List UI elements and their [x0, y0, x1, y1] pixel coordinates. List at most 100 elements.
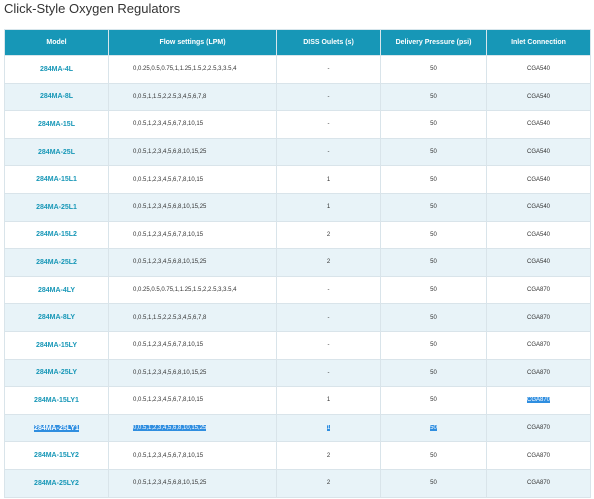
inlet-connection-cell: CGA870 — [486, 441, 591, 470]
inlet-connection-cell: CGA870 — [486, 275, 591, 305]
model-link[interactable]: 284MA-8L — [4, 82, 109, 112]
model-link[interactable]: 284MA-4LY — [4, 275, 109, 305]
model-link[interactable]: 284MA-25L1 — [4, 192, 109, 222]
diss-outlets-cell: 2 — [276, 468, 381, 498]
delivery-pressure-cell: 50 — [380, 386, 487, 415]
delivery-pressure-cell: 50 — [380, 413, 487, 443]
flow-settings-cell: 0,0.25,0.5,0.75,1,1.25,1.5,2,2.5,3,3.5,4 — [108, 275, 277, 305]
flow-settings-cell: 0,0.5,1,1.5,2,2.5,3,4,5,6,7,8 — [108, 82, 277, 112]
delivery-pressure-cell: 50 — [380, 358, 487, 388]
inlet-connection-cell: CGA870 — [486, 413, 591, 443]
diss-outlets-cell: 1 — [276, 192, 381, 222]
diss-outlets-cell: 1 — [276, 413, 381, 443]
table-row: 284MA-15LY 0,0.5,1,2,3,4,5,6,7,8,10,15 -… — [4, 330, 591, 360]
model-link[interactable]: 284MA-15LY — [4, 330, 109, 360]
table-row: 284MA-8L 0,0.5,1,1.5,2,2.5,3,4,5,6,7,8 -… — [4, 82, 591, 112]
delivery-pressure-cell: 50 — [380, 441, 487, 470]
table-row: 284MA-8LY 0,0.5,1,1.5,2,2.5,3,4,5,6,7,8 … — [4, 303, 591, 332]
diss-outlets-cell: 2 — [276, 220, 381, 250]
diss-outlets-cell: 1 — [276, 165, 381, 194]
flow-settings-cell: 0,0.5,1,2,3,4,5,6,8,10,15,25 — [108, 137, 277, 167]
model-link[interactable]: 284MA-25LY — [4, 358, 109, 388]
inlet-connection-cell: CGA870 — [486, 386, 591, 415]
inlet-connection-cell: CGA540 — [486, 82, 591, 112]
header-diss-outlets: DISS Oulets (s) — [276, 29, 381, 56]
model-link[interactable]: 284MA-8LY — [4, 303, 109, 332]
selected-text: 50 — [430, 425, 437, 432]
header-inlet-connection: Inlet Connection — [486, 29, 591, 56]
inlet-connection-cell: CGA870 — [486, 303, 591, 332]
model-link[interactable]: 284MA-25L2 — [4, 248, 109, 277]
model-link[interactable]: 284MA-25LY2 — [4, 468, 109, 498]
inlet-connection-cell: CGA540 — [486, 165, 591, 194]
delivery-pressure-cell: 50 — [380, 303, 487, 332]
selected-text: CGA870 — [526, 397, 550, 404]
model-link[interactable]: 284MA-15LY2 — [4, 441, 109, 470]
diss-outlets-cell: - — [276, 137, 381, 167]
table-row: 284MA-4L 0,0.25,0.5,0.75,1,1.25,1.5,2,2.… — [4, 55, 591, 84]
delivery-pressure-cell: 50 — [380, 110, 487, 139]
header-model: Model — [4, 29, 109, 56]
flow-settings-cell: 0,0.5,1,2,3,4,5,6,7,8,10,15 — [108, 386, 277, 415]
table-row: 284MA-25L2 0,0.5,1,2,3,4,5,6,8,10,15,25 … — [4, 248, 591, 277]
inlet-connection-cell: CGA540 — [486, 110, 591, 139]
delivery-pressure-cell: 50 — [380, 275, 487, 305]
flow-settings-cell: 0,0.5,1,2,3,4,5,6,7,8,10,15 — [108, 220, 277, 250]
delivery-pressure-cell: 50 — [380, 192, 487, 222]
delivery-pressure-cell: 50 — [380, 82, 487, 112]
header-delivery-pressure: Delivery Pressure (psi) — [380, 29, 487, 56]
table-row: 284MA-15L 0,0.5,1,2,3,4,5,6,7,8,10,15 - … — [4, 110, 591, 139]
table-row: 284MA-25L 0,0.5,1,2,3,4,5,6,8,10,15,25 -… — [4, 137, 591, 167]
table-row: 284MA-15LY1 0,0.5,1,2,3,4,5,6,7,8,10,15 … — [4, 386, 591, 415]
table-header-row: Model Flow settings (LPM) DISS Oulets (s… — [4, 29, 591, 56]
header-flow-settings: Flow settings (LPM) — [108, 29, 277, 56]
diss-outlets-cell: - — [276, 55, 381, 84]
inlet-connection-cell: CGA870 — [486, 468, 591, 498]
model-link[interactable]: 284MA-25LY1 — [4, 413, 109, 443]
flow-settings-cell: 0,0.5,1,1.5,2,2.5,3,4,5,6,7,8 — [108, 303, 277, 332]
model-link[interactable]: 284MA-15L1 — [4, 165, 109, 194]
flow-settings-cell: 0,0.5,1,2,3,4,5,6,7,8,10,15 — [108, 165, 277, 194]
diss-outlets-cell: - — [276, 110, 381, 139]
flow-settings-cell: 0,0.5,1,2,3,4,5,6,8,10,15,25 — [108, 413, 277, 443]
model-link[interactable]: 284MA-15L — [4, 110, 109, 139]
flow-settings-cell: 0,0.25,0.5,0.75,1,1.25,1.5,2,2.5,3,3.5,4 — [108, 55, 277, 84]
diss-outlets-cell: - — [276, 275, 381, 305]
diss-outlets-cell: - — [276, 358, 381, 388]
flow-settings-cell: 0,0.5,1,2,3,4,5,6,8,10,15,25 — [108, 468, 277, 498]
delivery-pressure-cell: 50 — [380, 468, 487, 498]
model-link[interactable]: 284MA-15LY1 — [4, 386, 109, 415]
diss-outlets-cell: - — [276, 303, 381, 332]
selected-text: 0,0.5,1,2,3,4,5,6,8,10,15,25 — [133, 425, 207, 432]
inlet-connection-cell: CGA540 — [486, 55, 591, 84]
delivery-pressure-cell: 50 — [380, 330, 487, 360]
table-row: 284MA-4LY 0,0.25,0.5,0.75,1,1.25,1.5,2,2… — [4, 275, 591, 305]
flow-settings-cell: 0,0.5,1,2,3,4,5,6,7,8,10,15 — [108, 441, 277, 470]
table-row: 284MA-25L1 0,0.5,1,2,3,4,5,6,8,10,15,25 … — [4, 192, 591, 222]
regulators-table: Model Flow settings (LPM) DISS Oulets (s… — [4, 29, 591, 498]
inlet-connection-cell: CGA540 — [486, 220, 591, 250]
inlet-connection-cell: CGA540 — [486, 248, 591, 277]
delivery-pressure-cell: 50 — [380, 165, 487, 194]
table-row: 284MA-25LY 0,0.5,1,2,3,4,5,6,8,10,15,25 … — [4, 358, 591, 388]
selected-text: 1 — [326, 425, 331, 432]
page-title: Click-Style Oxygen Regulators — [4, 1, 181, 16]
inlet-connection-cell: CGA870 — [486, 330, 591, 360]
model-link[interactable]: 284MA-4L — [4, 55, 109, 84]
flow-settings-cell: 0,0.5,1,2,3,4,5,6,8,10,15,25 — [108, 192, 277, 222]
flow-settings-cell: 0,0.5,1,2,3,4,5,6,7,8,10,15 — [108, 330, 277, 360]
inlet-connection-cell: CGA870 — [486, 358, 591, 388]
delivery-pressure-cell: 50 — [380, 55, 487, 84]
diss-outlets-cell: 2 — [276, 248, 381, 277]
delivery-pressure-cell: 50 — [380, 220, 487, 250]
table-row: 284MA-25LY2 0,0.5,1,2,3,4,5,6,8,10,15,25… — [4, 468, 591, 498]
selected-text: 284MA-25LY1 — [34, 424, 79, 432]
inlet-connection-cell: CGA540 — [486, 137, 591, 167]
table-row: 284MA-25LY1 0,0.5,1,2,3,4,5,6,8,10,15,25… — [4, 413, 591, 443]
model-link[interactable]: 284MA-15L2 — [4, 220, 109, 250]
model-link[interactable]: 284MA-25L — [4, 137, 109, 167]
diss-outlets-cell: - — [276, 330, 381, 360]
diss-outlets-cell: 2 — [276, 441, 381, 470]
delivery-pressure-cell: 50 — [380, 248, 487, 277]
diss-outlets-cell: - — [276, 82, 381, 112]
